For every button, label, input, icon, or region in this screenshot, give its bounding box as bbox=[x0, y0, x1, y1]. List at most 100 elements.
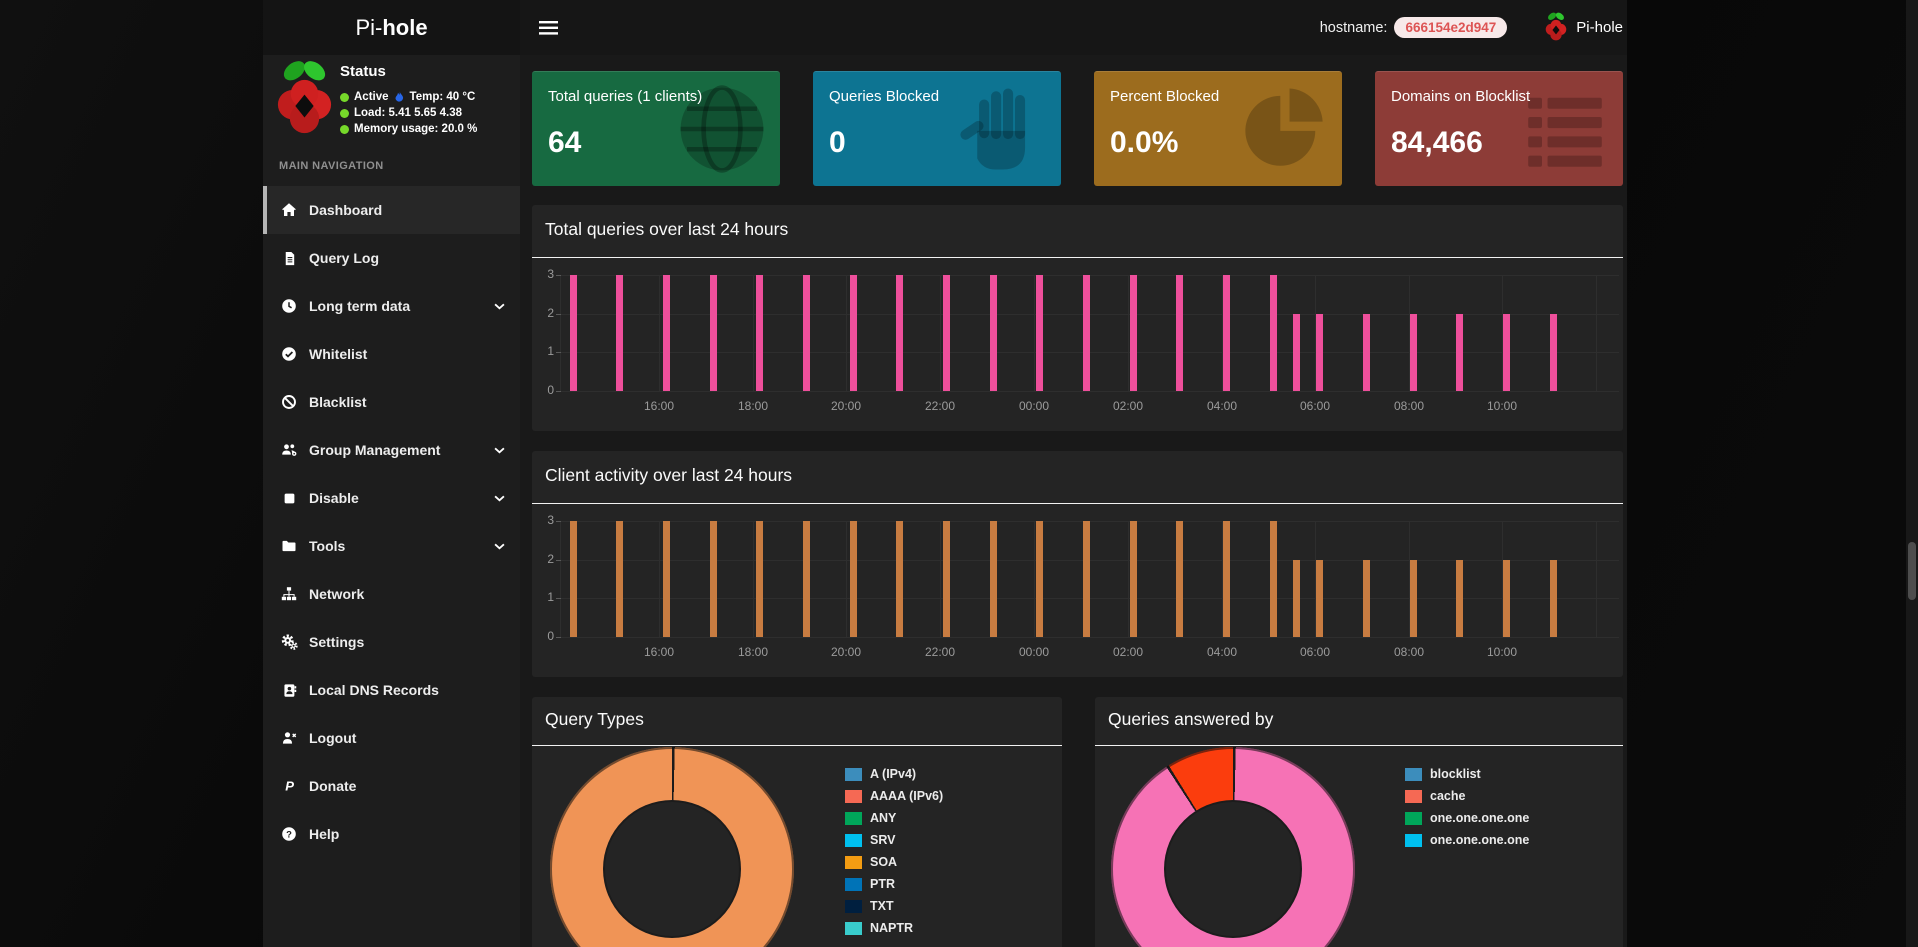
main-content: Total queries (1 clients) 64 Queries Block… bbox=[520, 55, 1627, 947]
sidebar-item-label: Disable bbox=[309, 490, 359, 506]
x-axis-label: 02:00 bbox=[1112, 645, 1144, 659]
total-queries-plot[interactable]: 0 1 2 3 16:00 18:00 20:00 22:00 00:00 02:00 04:00 0… bbox=[547, 267, 1619, 413]
sidebar-item-dashboard[interactable]: Dashboard bbox=[263, 186, 520, 234]
status-load: Load: 5.41 5.65 4.38 bbox=[354, 107, 463, 119]
pihole-raspberry-icon bbox=[277, 57, 332, 150]
question-icon: ? bbox=[280, 826, 298, 842]
legend-item-blocklist[interactable]: blocklist bbox=[1405, 763, 1529, 785]
svg-text:?: ? bbox=[286, 830, 292, 841]
sidebar-item-local-dns-records[interactable]: Local DNS Records bbox=[263, 666, 520, 714]
stat-card-domains-on-blocklist: Domains on Blocklist 84,466 bbox=[1375, 71, 1623, 186]
bar bbox=[849, 275, 857, 391]
gridline bbox=[1222, 521, 1223, 637]
sidebar-item-blacklist[interactable]: Blacklist bbox=[263, 378, 520, 426]
legend-swatch bbox=[1405, 789, 1422, 803]
chevron-down-icon bbox=[494, 543, 505, 550]
legend-swatch bbox=[1405, 833, 1422, 847]
title-separator bbox=[532, 503, 1623, 504]
gridline bbox=[561, 275, 1619, 276]
legend-item-a-ipv4[interactable]: A (IPv4) bbox=[845, 763, 943, 785]
legend-item-one-one-one-one[interactable]: one.one.one.one bbox=[1405, 807, 1529, 829]
sidebar-item-label: Group Management bbox=[309, 442, 441, 458]
chart-title: Client activity over last 24 hours bbox=[545, 465, 793, 485]
sidebar-item-query-log[interactable]: Query Log bbox=[263, 234, 520, 282]
stat-card-title: Percent Blocked bbox=[1110, 88, 1220, 105]
pie-icon bbox=[1238, 83, 1330, 175]
queries-answered-by-donut[interactable] bbox=[1111, 747, 1355, 947]
bar bbox=[1362, 559, 1370, 637]
legend-swatch bbox=[845, 789, 862, 803]
sidebar-item-label: Settings bbox=[309, 634, 365, 650]
legend-label: one.one.one.one bbox=[1430, 811, 1530, 825]
status-dot-icon bbox=[340, 108, 349, 118]
sidebar-item-help[interactable]: ? Help bbox=[263, 810, 520, 858]
legend-item-one-one-one-one[interactable]: one.one.one.one bbox=[1405, 829, 1529, 851]
x-axis-label: 04:00 bbox=[1206, 645, 1238, 659]
gridline bbox=[1034, 275, 1035, 391]
sidebar-item-label: Blacklist bbox=[309, 394, 367, 410]
client-activity-plot[interactable]: 0 1 2 3 16:00 18:00 20:00 22:00 00:00 02:00 04:00 0… bbox=[547, 513, 1619, 659]
sitemap-icon bbox=[280, 586, 298, 602]
sidebar-item-group-management[interactable]: Group Management bbox=[263, 426, 520, 474]
pihole-brand-icon bbox=[1545, 11, 1567, 45]
sidebar-item-long-term-data[interactable]: Long term data bbox=[263, 282, 520, 330]
sidebar-item-label: Local DNS Records bbox=[309, 682, 439, 698]
stat-card-value: 84,466 bbox=[1391, 126, 1483, 159]
sidebar-item-label: Dashboard bbox=[309, 202, 383, 218]
bar bbox=[709, 521, 717, 637]
bar bbox=[802, 275, 810, 391]
sidebar-item-settings[interactable]: Settings bbox=[263, 618, 520, 666]
legend-swatch bbox=[845, 767, 862, 781]
bar bbox=[1082, 275, 1090, 391]
bar bbox=[569, 521, 577, 637]
legend-item-srv[interactable]: SRV bbox=[845, 829, 943, 851]
status-title: Status bbox=[340, 63, 386, 80]
legend-item-soa[interactable]: SOA bbox=[845, 851, 943, 873]
folder-icon bbox=[280, 538, 298, 554]
bar bbox=[1129, 275, 1137, 391]
axis-tick bbox=[556, 352, 561, 354]
gridline bbox=[1315, 521, 1316, 637]
menu-toggle-button[interactable] bbox=[533, 15, 564, 41]
legend-item-any[interactable]: ANY bbox=[845, 807, 943, 829]
x-axis-label: 16:00 bbox=[643, 399, 675, 413]
axis-tick bbox=[556, 521, 561, 522]
sidebar-item-whitelist[interactable]: Whitelist bbox=[263, 330, 520, 378]
gridline bbox=[561, 313, 1619, 315]
sidebar-item-tools[interactable]: Tools bbox=[263, 522, 520, 570]
query-types-donut[interactable] bbox=[550, 747, 794, 947]
sidebar-item-disable[interactable]: Disable bbox=[263, 474, 520, 522]
sidebar-item-network[interactable]: Network bbox=[263, 570, 520, 618]
bar bbox=[989, 275, 997, 391]
sidebar-item-label: Long term data bbox=[309, 298, 411, 314]
gridline bbox=[561, 559, 1619, 561]
legend-swatch bbox=[845, 899, 862, 913]
gridline bbox=[753, 521, 754, 637]
x-axis-label: 06:00 bbox=[1299, 645, 1331, 659]
title-separator bbox=[532, 257, 1623, 258]
x-axis-label: 10:00 bbox=[1486, 645, 1518, 659]
bar bbox=[896, 275, 904, 391]
bar bbox=[1456, 313, 1464, 391]
title-separator bbox=[1095, 745, 1623, 746]
status-active-line: Active Temp: 40 °C bbox=[340, 89, 477, 105]
chevron-down-icon bbox=[494, 495, 505, 502]
status-temp: Temp: 40 °C bbox=[409, 91, 476, 103]
bar bbox=[756, 275, 764, 391]
queries-answered-by-card: Queries answered by blocklist cache one.on… bbox=[1095, 697, 1623, 947]
legend-item-cache[interactable]: cache bbox=[1405, 785, 1529, 807]
legend-item-txt[interactable]: TXT bbox=[845, 895, 943, 917]
page-scrollbar[interactable] bbox=[1906, 0, 1918, 947]
queries-answered-by-legend: blocklist cache one.one.one.one one.one.one… bbox=[1405, 763, 1529, 851]
status-dot-icon bbox=[340, 124, 349, 134]
legend-item-ptr[interactable]: PTR bbox=[845, 873, 943, 895]
bar bbox=[1222, 275, 1230, 391]
sidebar-item-donate[interactable]: P Donate bbox=[263, 762, 520, 810]
gridline bbox=[1596, 275, 1597, 391]
legend-item-naptr[interactable]: NAPTR bbox=[845, 917, 943, 939]
legend-label: SOA bbox=[870, 855, 898, 869]
legend-item-aaaa-ipv6[interactable]: AAAA (IPv6) bbox=[845, 785, 943, 807]
scrollbar-thumb[interactable] bbox=[1908, 542, 1916, 600]
sidebar-item-logout[interactable]: Logout bbox=[263, 714, 520, 762]
bar bbox=[1082, 521, 1090, 637]
